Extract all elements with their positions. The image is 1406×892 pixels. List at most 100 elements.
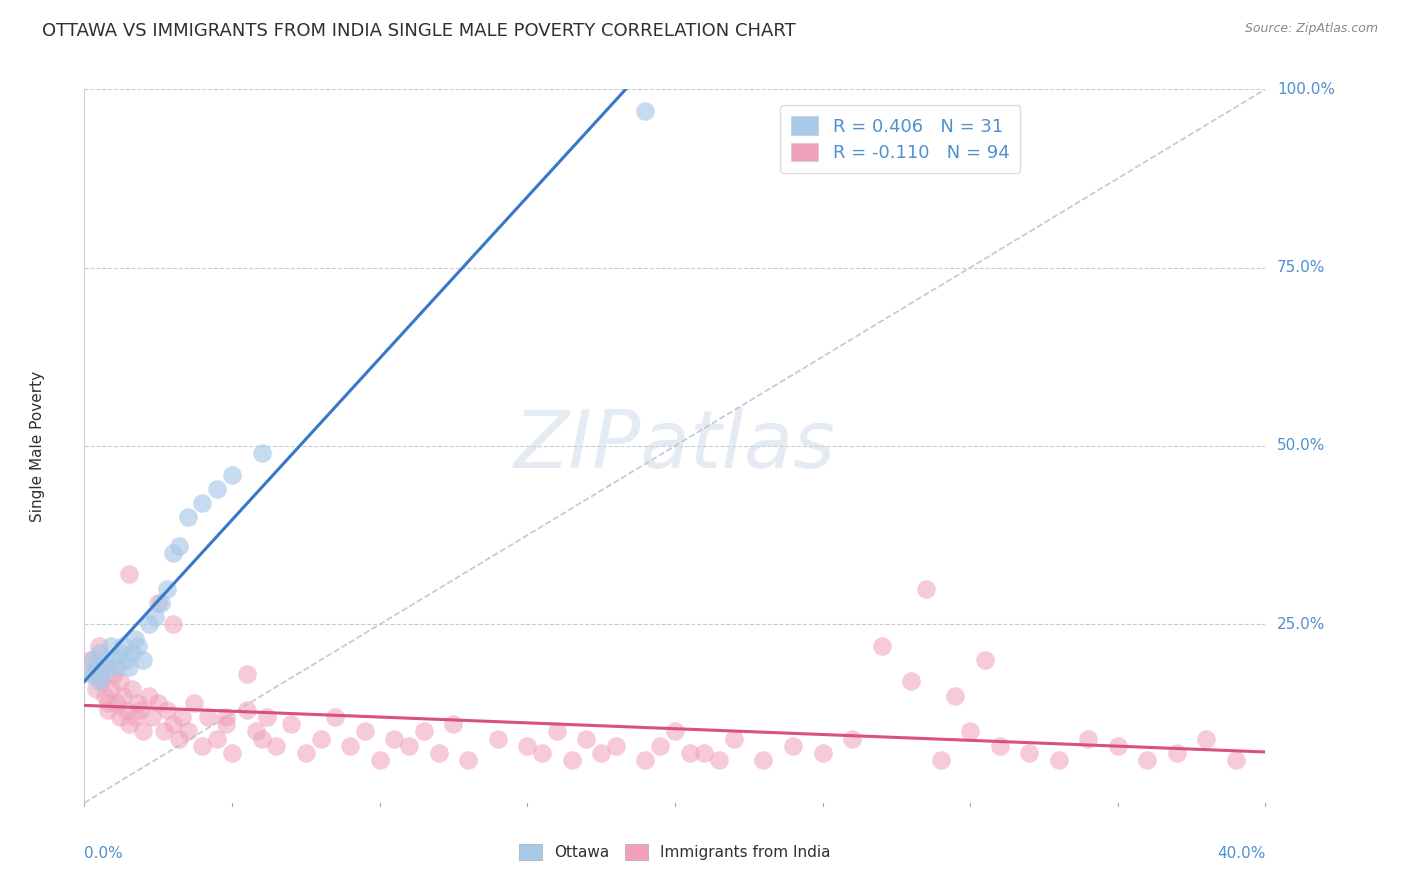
Point	[634, 753, 657, 767]
Point	[127, 696, 149, 710]
Point	[678, 746, 700, 760]
Point	[100, 681, 122, 696]
Text: 0.0%: 0.0%	[84, 846, 124, 861]
Point	[354, 724, 377, 739]
Point	[118, 660, 141, 674]
Point	[1047, 753, 1070, 767]
Point	[723, 731, 745, 746]
Point	[250, 731, 273, 746]
Point	[339, 739, 361, 753]
Point	[811, 746, 834, 760]
Point	[138, 617, 160, 632]
Point	[205, 482, 228, 496]
Point	[143, 610, 166, 624]
Point	[177, 724, 200, 739]
Point	[250, 446, 273, 460]
Text: 40.0%: 40.0%	[1218, 846, 1265, 861]
Point	[973, 653, 995, 667]
Point	[752, 753, 775, 767]
Point	[162, 717, 184, 731]
Point	[79, 667, 101, 681]
Point	[191, 496, 214, 510]
Point	[205, 731, 228, 746]
Point	[170, 710, 193, 724]
Point	[413, 724, 436, 739]
Point	[368, 753, 391, 767]
Point	[1107, 739, 1129, 753]
Legend: Ottawa, Immigrants from India: Ottawa, Immigrants from India	[513, 838, 837, 866]
Point	[457, 753, 479, 767]
Point	[114, 653, 136, 667]
Point	[945, 689, 967, 703]
Point	[108, 646, 131, 660]
Point	[114, 703, 136, 717]
Text: ZIPatlas: ZIPatlas	[513, 407, 837, 485]
Point	[111, 689, 134, 703]
Point	[575, 731, 598, 746]
Point	[132, 724, 155, 739]
Point	[153, 724, 176, 739]
Point	[382, 731, 406, 746]
Point	[118, 567, 141, 582]
Point	[94, 653, 117, 667]
Point	[486, 731, 509, 746]
Point	[215, 710, 238, 724]
Point	[530, 746, 553, 760]
Point	[988, 739, 1011, 753]
Point	[148, 696, 170, 710]
Point	[87, 674, 111, 689]
Point	[782, 739, 804, 753]
Point	[709, 753, 731, 767]
Point	[97, 703, 120, 717]
Point	[323, 710, 347, 724]
Point	[309, 731, 332, 746]
Point	[148, 596, 170, 610]
Point	[94, 689, 117, 703]
Point	[162, 546, 184, 560]
Point	[82, 653, 104, 667]
Point	[108, 674, 131, 689]
Point	[256, 710, 278, 724]
Text: Source: ZipAtlas.com: Source: ZipAtlas.com	[1244, 22, 1378, 36]
Point	[97, 660, 120, 674]
Point	[664, 724, 686, 739]
Point	[103, 653, 125, 667]
Point	[693, 746, 716, 760]
Point	[841, 731, 863, 746]
Point	[105, 660, 128, 674]
Point	[127, 639, 149, 653]
Text: Single Male Poverty: Single Male Poverty	[30, 370, 45, 522]
Point	[959, 724, 981, 739]
Text: 100.0%: 100.0%	[1277, 82, 1336, 96]
Point	[141, 710, 163, 724]
Point	[156, 703, 179, 717]
Point	[129, 703, 152, 717]
Point	[221, 467, 243, 482]
Point	[121, 681, 143, 696]
Point	[162, 617, 184, 632]
Point	[591, 746, 613, 760]
Point	[111, 639, 134, 653]
Point	[124, 632, 146, 646]
Point	[103, 667, 125, 681]
Text: OTTAWA VS IMMIGRANTS FROM INDIA SINGLE MALE POVERTY CORRELATION CHART: OTTAWA VS IMMIGRANTS FROM INDIA SINGLE M…	[42, 22, 796, 40]
Point	[870, 639, 893, 653]
Point	[914, 582, 936, 596]
Point	[264, 739, 288, 753]
Point	[1018, 746, 1040, 760]
Text: 50.0%: 50.0%	[1277, 439, 1326, 453]
Point	[427, 746, 450, 760]
Point	[441, 717, 464, 731]
Point	[398, 739, 420, 753]
Point	[516, 739, 538, 753]
Point	[167, 539, 190, 553]
Point	[1166, 746, 1188, 760]
Point	[132, 653, 155, 667]
Point	[183, 696, 205, 710]
Point	[91, 667, 114, 681]
Point	[280, 717, 302, 731]
Point	[138, 689, 160, 703]
Point	[1225, 753, 1247, 767]
Point	[191, 739, 214, 753]
Point	[121, 646, 143, 660]
